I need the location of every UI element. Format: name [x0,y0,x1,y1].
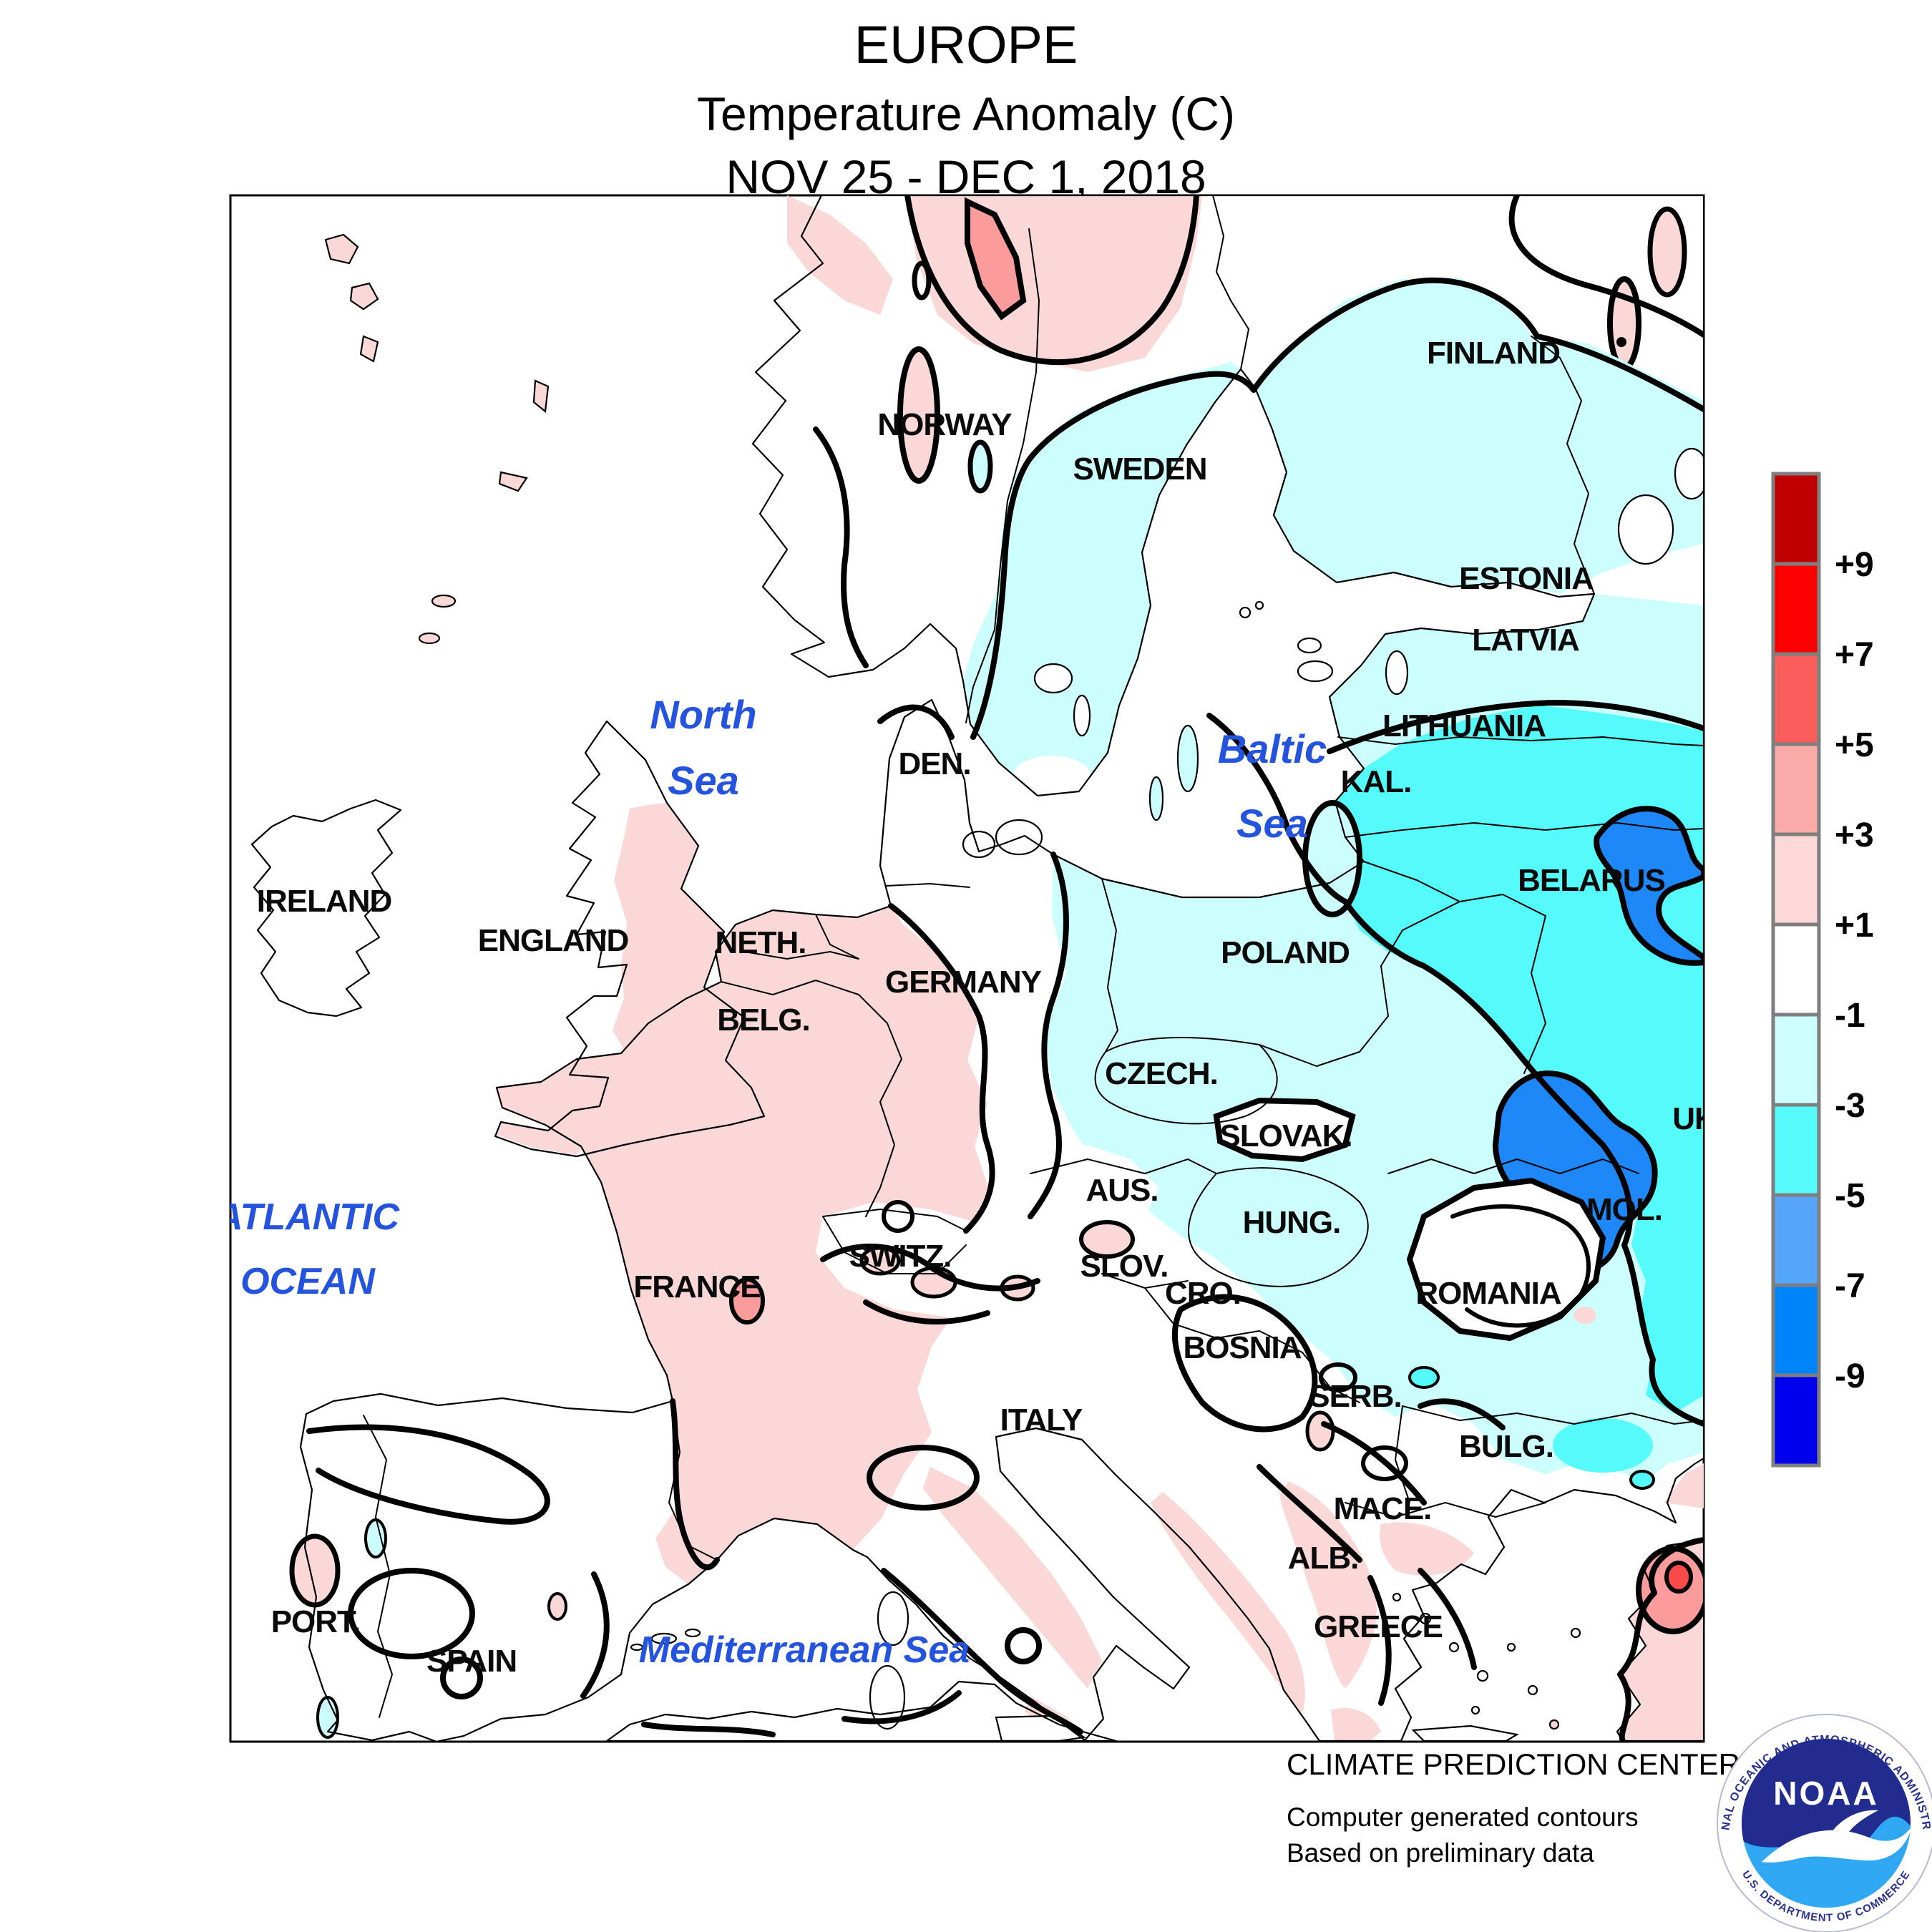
legend-tick-+7: +7 [1835,636,1874,674]
legend-swatch-9 [1771,1283,1821,1377]
country-label-slovenia: SLOV. [1080,1249,1169,1284]
title-block: EUROPE Temperature Anomaly (C) NOV 25 - … [697,15,1235,203]
legend-tick-+1: +1 [1835,907,1874,945]
country-label-poland: POLAND [1221,935,1350,970]
legend-swatch-2 [1771,652,1821,746]
country-label-estonia: ESTONIA [1459,561,1594,596]
country-label-hungary: HUNG. [1243,1205,1341,1240]
sea-label-atlantic-2: OCEAN [240,1261,376,1302]
legend-swatch-3 [1771,742,1821,836]
country-label-macedonia: MACE. [1334,1491,1432,1526]
legend-swatch-4 [1771,832,1821,927]
islands [324,233,1581,1742]
country-label-czech: CZECH. [1105,1056,1218,1091]
anomaly-regions [289,195,1704,1741]
page-title: EUROPE [854,15,1078,74]
sea-label-north-sea-1: North [650,692,756,737]
country-label-latvia: LATVIA [1472,623,1579,658]
country-label-greece: GREECE [1314,1609,1443,1644]
country-label-lithuania: LITHUANIA [1382,708,1546,743]
legend-colorbar: +9 +7 +5 +3 +1 -1 -3 -5 -7 -9 [1771,472,1874,1468]
country-labels: NORWAY SWEDEN FINLAND ESTONIA LATVIA LITHUANI… [257,336,1717,1679]
country-label-belarus: BELARUS [1518,863,1665,898]
country-label-croatia: CRO. [1165,1276,1241,1311]
sea-label-atlantic-1: ATLANTIC [215,1196,401,1238]
sea-label-baltic-sea-2: Sea [1236,801,1308,846]
sea-labels: North Sea Baltic Sea ATLANTIC OCEAN Mediterran… [215,692,1327,1671]
legend-tick--5: -5 [1835,1177,1865,1215]
legend-tick-+3: +3 [1835,816,1874,854]
sea-label-baltic-sea-1: Baltic [1218,726,1327,771]
country-label-ukraine: UK [1672,1101,1717,1136]
legend-tick-+5: +5 [1835,726,1874,764]
country-label-belgium: BELG. [717,1002,809,1038]
country-label-austria: AUS. [1085,1173,1158,1208]
legend-tick--1: -1 [1835,997,1865,1035]
legend-swatch-10 [1771,1373,1821,1468]
page-subtitle: Temperature Anomaly (C) [697,87,1235,140]
country-label-netherlands: NETH. [716,925,806,960]
country-label-denmark: DEN. [898,746,970,781]
attribution-note: Based on preliminary data [1287,1838,1594,1868]
legend-tick-+9: +9 [1835,546,1874,584]
legend-swatch-5 [1771,922,1821,1017]
country-label-italy: ITALY [1000,1402,1083,1438]
country-label-sweden: SWEDEN [1073,452,1206,487]
legend-swatch-7 [1771,1103,1821,1197]
country-label-bosnia: BOSNIA [1183,1330,1301,1365]
country-label-germany: GERMANY [885,965,1042,1000]
country-label-serbia: SERB. [1309,1379,1401,1414]
country-label-switzerland: SWITZ. [849,1239,951,1274]
country-label-france: FRANCE [633,1269,760,1304]
legend-swatch-6 [1771,1013,1821,1107]
sea-label-mediterranean: Mediterranean Sea [639,1629,970,1671]
legend-tick--7: -7 [1835,1267,1865,1305]
country-label-albania: ALB. [1288,1541,1359,1576]
country-label-romania: ROMANIA [1415,1276,1561,1311]
map-panel: North Sea Baltic Sea ATLANTIC OCEAN Mediterran… [215,194,1717,1743]
country-label-norway: NORWAY [877,407,1012,442]
lakes [1033,447,1704,737]
country-label-bulgaria: BULG. [1459,1429,1553,1464]
sea-label-north-sea-2: Sea [668,758,739,803]
map-content: North Sea Baltic Sea ATLANTIC OCEAN Mediterran… [215,195,1717,1742]
country-label-moldova: MOL. [1586,1192,1662,1227]
legend-tick--9: -9 [1835,1357,1865,1395]
legend-swatch-8 [1771,1193,1821,1287]
legend-swatch-0 [1771,472,1821,566]
attribution-method: Computer generated contours [1287,1802,1639,1832]
country-label-ireland: IRELAND [257,884,392,919]
legend-tick--3: -3 [1835,1087,1865,1125]
country-label-finland: FINLAND [1427,336,1560,371]
anomaly-contours [306,195,1704,1742]
country-label-slovakia: SLOVAK. [1219,1118,1352,1153]
country-label-spain: SPAIN [426,1644,517,1679]
country-label-kaliningrad: KAL. [1341,764,1412,799]
country-label-england: ENGLAND [478,923,629,958]
legend-swatch-1 [1771,562,1821,656]
logo-noaa-text: NOAA [1773,1775,1878,1812]
country-label-portugal: PORT. [271,1604,361,1639]
